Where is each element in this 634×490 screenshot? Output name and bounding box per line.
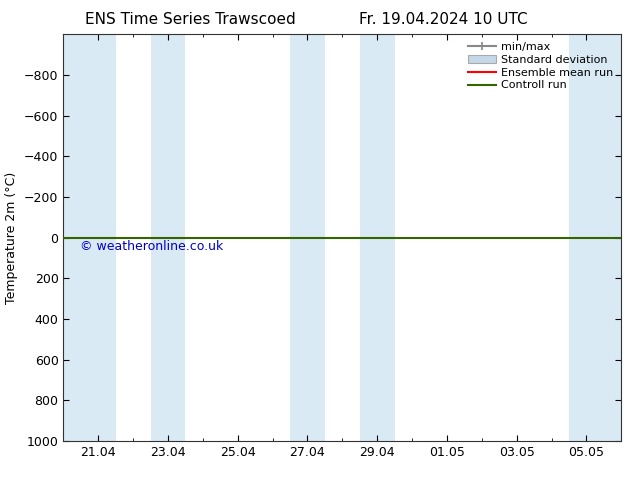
Text: Fr. 19.04.2024 10 UTC: Fr. 19.04.2024 10 UTC — [359, 12, 528, 27]
Legend: min/max, Standard deviation, Ensemble mean run, Controll run: min/max, Standard deviation, Ensemble me… — [466, 40, 616, 93]
Y-axis label: Temperature 2m (°C): Temperature 2m (°C) — [6, 172, 18, 304]
Bar — [150, 34, 185, 441]
Bar — [569, 34, 621, 441]
Bar — [290, 34, 325, 441]
Bar — [63, 34, 115, 441]
Bar — [359, 34, 394, 441]
Text: ENS Time Series Trawscoed: ENS Time Series Trawscoed — [85, 12, 295, 27]
Text: © weatheronline.co.uk: © weatheronline.co.uk — [80, 240, 223, 253]
